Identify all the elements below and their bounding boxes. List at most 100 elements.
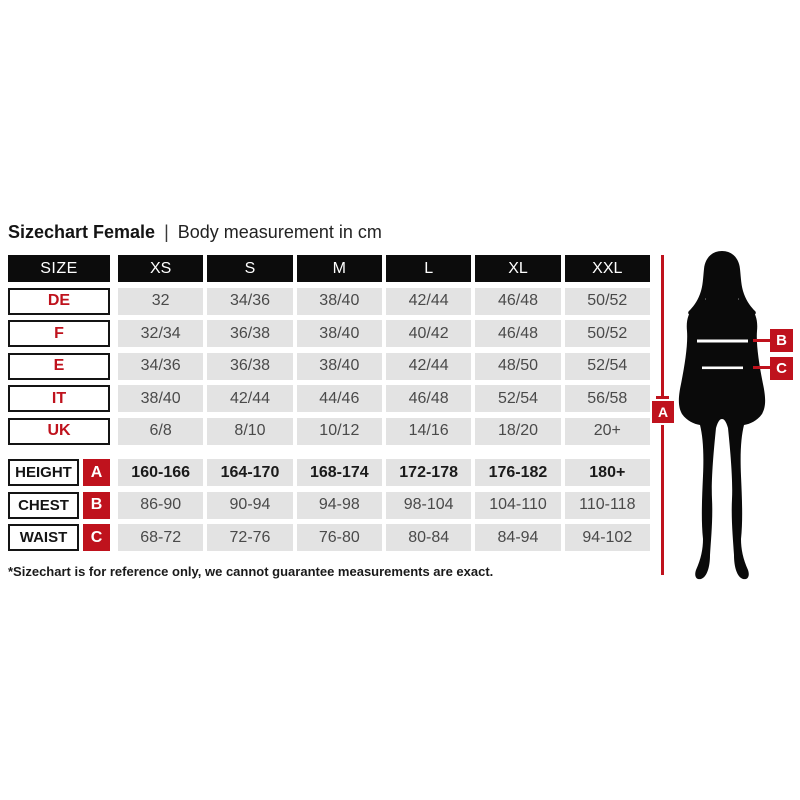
female-silhouette-figure xyxy=(645,248,800,590)
size-value-cell: 38/40 xyxy=(118,385,204,412)
size-value-cell: 40/42 xyxy=(385,320,472,347)
size-header-cell: M xyxy=(296,255,382,282)
size-value-cell: 50/52 xyxy=(564,287,650,315)
table-header-row: SIZE XS S M L XL XXL xyxy=(8,255,650,282)
table-row-chest: CHEST B 86-90 90-94 94-98 98-104 104-110 110-11… xyxy=(8,491,650,519)
height-line-upper xyxy=(661,255,664,396)
footnote-text: *Sizechart is for reference only, we can… xyxy=(8,564,494,579)
region-label: F xyxy=(8,320,110,347)
row-cells: 86-90 90-94 94-98 98-104 104-110 110-118 xyxy=(118,491,650,519)
row-cells: 38/40 42/44 44/46 46/48 52/54 56/58 xyxy=(118,385,650,412)
row-cells: 32 34/36 38/40 42/44 46/48 50/52 xyxy=(118,287,650,315)
row-label-wrap: HEIGHT A xyxy=(8,459,110,486)
size-value-cell: 36/38 xyxy=(207,352,293,380)
size-header-cell: SIZE xyxy=(8,255,110,282)
measure-label: CHEST xyxy=(8,491,79,519)
title-separator: | xyxy=(164,222,169,242)
size-value-cell: 50/52 xyxy=(564,320,650,347)
waist-marker-connector xyxy=(753,366,772,369)
silhouette-hair-head xyxy=(688,251,756,315)
table-row-waist: WAIST C 68-72 72-76 76-80 80-84 84-94 94-102 xyxy=(8,524,650,551)
row-cells: 160-166 164-170 168-174 172-178 176-182 180+ xyxy=(118,459,650,486)
size-value-cell: 42/44 xyxy=(207,385,293,412)
size-value-cell: 8/10 xyxy=(207,417,293,445)
size-value-cell: 52/54 xyxy=(475,385,561,412)
size-value-cell: 34/36 xyxy=(207,287,293,315)
size-value-cell: 10/12 xyxy=(296,417,382,445)
size-header-cell: L xyxy=(385,255,472,282)
size-value-cell: 38/40 xyxy=(296,352,382,380)
size-value-cell: 42/44 xyxy=(385,352,472,380)
size-header-cell: XS xyxy=(118,255,204,282)
size-value-cell: 42/44 xyxy=(385,287,472,315)
row-label-wrap: F xyxy=(8,320,110,347)
title-subtitle: Body measurement in cm xyxy=(177,222,382,242)
measure-value-cell: 110-118 xyxy=(564,491,650,519)
measure-value-cell: 84-94 xyxy=(475,524,561,551)
size-header-cell: XL xyxy=(475,255,561,282)
row-label-wrap: IT xyxy=(8,385,110,412)
measure-value-cell: 76-80 xyxy=(296,524,382,551)
measure-value-cell: 86-90 xyxy=(118,491,204,519)
sizechart-table: SIZE XS S M L XL XXL DE 32 34/36 38/40 42/44 46/48 50… xyxy=(8,255,650,557)
header-cells: XS S M L XL XXL xyxy=(118,255,650,282)
size-value-cell: 38/40 xyxy=(296,320,382,347)
row-label-wrap: CHEST B xyxy=(8,491,110,519)
measure-value-cell: 72-76 xyxy=(207,524,293,551)
silhouette-body xyxy=(678,296,766,580)
row-label-wrap: UK xyxy=(8,417,110,445)
measure-value-cell: 168-174 xyxy=(296,459,382,486)
size-value-cell: 52/54 xyxy=(564,352,650,380)
region-label: E xyxy=(8,352,110,380)
measure-value-cell: 94-102 xyxy=(564,524,650,551)
measure-value-cell: 80-84 xyxy=(385,524,472,551)
table-row-uk: UK 6/8 8/10 10/12 14/16 18/20 20+ xyxy=(8,417,650,445)
row-label-wrap: DE xyxy=(8,287,110,315)
measure-label: HEIGHT xyxy=(8,459,79,486)
row-cells: 68-72 72-76 76-80 80-84 84-94 94-102 xyxy=(118,524,650,551)
row-label-wrap: WAIST C xyxy=(8,524,110,551)
title-main: Sizechart Female xyxy=(8,222,156,242)
row-cells: 32/34 36/38 38/40 40/42 46/48 50/52 xyxy=(118,320,650,347)
measure-badge-a: A xyxy=(83,459,110,486)
size-value-cell: 38/40 xyxy=(296,287,382,315)
page-title: Sizechart Female | Body measurement in cm xyxy=(8,222,382,243)
measure-badge-c: C xyxy=(83,524,110,551)
measure-value-cell: 68-72 xyxy=(118,524,204,551)
measure-value-cell: 98-104 xyxy=(385,491,472,519)
row-cells: 34/36 36/38 38/40 42/44 48/50 52/54 xyxy=(118,352,650,380)
measure-label: WAIST xyxy=(8,524,79,551)
size-value-cell: 46/48 xyxy=(475,320,561,347)
size-value-cell: 14/16 xyxy=(385,417,472,445)
region-label: UK xyxy=(8,417,110,445)
chest-line xyxy=(697,339,748,343)
size-value-cell: 20+ xyxy=(564,417,650,445)
table-row-it: IT 38/40 42/44 44/46 46/48 52/54 56/58 xyxy=(8,385,650,412)
size-value-cell: 18/20 xyxy=(475,417,561,445)
table-row-de: DE 32 34/36 38/40 42/44 46/48 50/52 xyxy=(8,287,650,315)
height-line-lower xyxy=(661,425,664,575)
chest-marker-connector xyxy=(753,339,772,342)
row-label-wrap: E xyxy=(8,352,110,380)
row-cells: 6/8 8/10 10/12 14/16 18/20 20+ xyxy=(118,417,650,445)
size-header-cell: XXL xyxy=(564,255,650,282)
measure-value-cell: 104-110 xyxy=(475,491,561,519)
measure-value-cell: 180+ xyxy=(564,459,650,486)
size-value-cell: 32 xyxy=(118,287,204,315)
header-label-wrap: SIZE xyxy=(8,255,110,282)
region-label: IT xyxy=(8,385,110,412)
size-header-cell: S xyxy=(207,255,293,282)
table-row-height: HEIGHT A 160-166 164-170 168-174 172-178 176-1… xyxy=(8,459,650,486)
female-silhouette-svg xyxy=(678,251,766,580)
size-value-cell: 46/48 xyxy=(385,385,472,412)
height-line-tick xyxy=(656,396,669,399)
table-row-f: F 32/34 36/38 38/40 40/42 46/48 50/52 xyxy=(8,320,650,347)
measure-value-cell: 160-166 xyxy=(118,459,204,486)
measure-value-cell: 172-178 xyxy=(385,459,472,486)
table-row-e: E 34/36 36/38 38/40 42/44 48/50 52/54 xyxy=(8,352,650,380)
waist-line xyxy=(702,366,743,370)
size-value-cell: 6/8 xyxy=(118,417,204,445)
measure-value-cell: 176-182 xyxy=(475,459,561,486)
region-label: DE xyxy=(8,287,110,315)
